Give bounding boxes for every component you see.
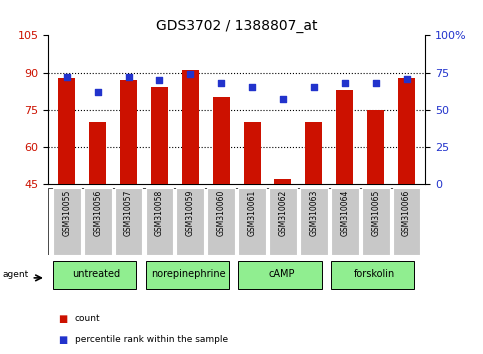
Bar <box>84 188 112 255</box>
Bar <box>331 188 359 255</box>
Bar <box>176 188 204 255</box>
Bar <box>53 261 136 289</box>
Point <box>341 80 349 86</box>
Bar <box>207 188 235 255</box>
Bar <box>274 179 291 184</box>
Bar <box>305 122 322 184</box>
Text: GSM310058: GSM310058 <box>155 190 164 236</box>
Bar <box>114 188 142 255</box>
Bar <box>182 70 199 184</box>
Text: GSM310063: GSM310063 <box>310 190 318 236</box>
Point <box>310 85 318 90</box>
Bar <box>120 80 137 184</box>
Text: GSM310055: GSM310055 <box>62 190 71 236</box>
Text: ■: ■ <box>58 314 67 324</box>
Text: GSM310060: GSM310060 <box>217 190 226 236</box>
Bar <box>398 78 415 184</box>
Text: GSM310065: GSM310065 <box>371 190 380 236</box>
Text: percentile rank within the sample: percentile rank within the sample <box>75 335 228 344</box>
Text: agent: agent <box>2 270 28 279</box>
Text: GSM310057: GSM310057 <box>124 190 133 236</box>
Bar <box>53 188 81 255</box>
Title: GDS3702 / 1388807_at: GDS3702 / 1388807_at <box>156 19 317 33</box>
Text: GSM310066: GSM310066 <box>402 190 411 236</box>
Bar <box>367 110 384 184</box>
Bar <box>300 188 328 255</box>
Point <box>156 77 163 83</box>
Bar <box>89 122 106 184</box>
Text: count: count <box>75 314 100 323</box>
Point <box>186 71 194 77</box>
Text: GSM310059: GSM310059 <box>186 190 195 236</box>
Bar <box>243 122 261 184</box>
Text: norepinephrine: norepinephrine <box>152 269 226 279</box>
Bar <box>331 261 414 289</box>
Text: GSM310061: GSM310061 <box>248 190 256 236</box>
Point <box>125 74 132 80</box>
Point <box>63 74 71 80</box>
Bar <box>238 188 266 255</box>
Bar <box>145 261 229 289</box>
Text: forskolin: forskolin <box>354 269 395 279</box>
Bar <box>393 188 420 255</box>
Bar <box>151 87 168 184</box>
Text: cAMP: cAMP <box>268 269 295 279</box>
Bar <box>145 188 173 255</box>
Text: GSM310062: GSM310062 <box>279 190 287 236</box>
Point <box>403 76 411 81</box>
Bar <box>336 90 353 184</box>
Text: ■: ■ <box>58 335 67 345</box>
Bar <box>269 188 297 255</box>
Point <box>248 85 256 90</box>
Point <box>372 80 380 86</box>
Text: GSM310056: GSM310056 <box>93 190 102 236</box>
Text: GSM310064: GSM310064 <box>340 190 349 236</box>
Bar <box>362 188 389 255</box>
Bar <box>213 97 230 184</box>
Point <box>279 97 287 102</box>
Point <box>217 80 225 86</box>
Point <box>94 89 101 95</box>
Bar <box>58 78 75 184</box>
Text: untreated: untreated <box>72 269 120 279</box>
Bar <box>238 261 322 289</box>
